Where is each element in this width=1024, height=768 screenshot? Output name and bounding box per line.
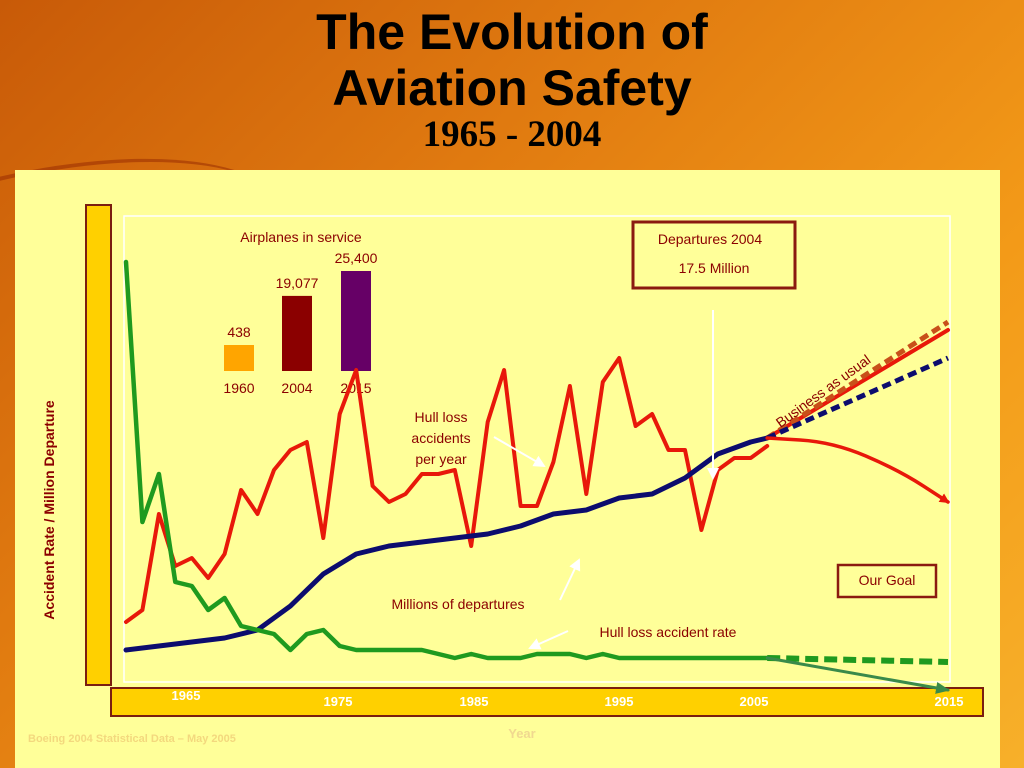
y-axis-label: Accident Rate / Million Departure [41,400,57,620]
inset-bar-2015 [341,271,371,371]
our-goal-label: Our Goal [859,572,916,588]
x-tick-label: 2015 [935,694,964,709]
series-line-hull-loss-accidents-per-year [124,356,770,624]
hull-loss-rate-pointer [528,630,569,650]
hull-loss-accidents-label-2: accidents [411,430,470,446]
departures-box [631,220,797,290]
our-goal-callout: Our Goal [836,563,938,599]
hull-loss-accident-rate-label: Hull loss accident rate [600,624,737,640]
x-tick-label: 2005 [740,694,769,709]
series-line-hull-loss-rate-goal [765,656,950,694]
slide-subtitle-years: 1965 - 2004 [422,114,602,155]
airplanes-in-service-inset: Airplanes in service 438 1960 19,077 2004 25… [223,229,377,396]
inset-bar-2004 [282,295,312,371]
inset-bar-value-label: 25,400 [335,250,378,266]
inset-bar-category-label: 1960 [223,380,254,396]
series-line-hull-loss-accident-rate [123,259,770,661]
series-line-business-as-usual-departures [766,355,950,441]
business-as-usual-label: Business as usual [773,351,874,430]
series-line-millions-of-departures [123,435,770,653]
departures-2004-callout: Departures 2004 17.5 Million [631,220,797,290]
inset-bar-value-label: 19,077 [276,275,319,291]
x-axis-bar [110,687,984,717]
millions-of-departures-pointer [559,558,581,601]
x-tick-label: 1975 [324,694,353,709]
our-goal-box [836,563,938,599]
hull-loss-accidents-label-3: per year [415,451,467,467]
x-tick-label: 1985 [460,694,489,709]
inset-bar-category-label: 2004 [281,380,312,396]
y-axis-bar [85,204,112,686]
departures-title: Departures 2004 [658,231,763,247]
x-tick-label: 1995 [605,694,634,709]
plot-frame [123,215,951,683]
source-footnote: Boeing 2004 Statistical Data – May 2005 [28,733,236,745]
x-tick-label: 1965 [172,688,201,703]
series-line-our-goal [765,436,950,504]
millions-of-departures-label: Millions of departures [391,596,524,612]
x-axis-label: Year [508,726,535,741]
series-line-business-as-usual [765,319,950,441]
series-line-hull-loss-rate-business-as-usual [767,655,949,665]
hull-loss-accidents-pointer [493,436,546,468]
series-group [123,259,950,694]
inset-title: Airplanes in service [240,229,362,245]
x-axis-tick-labels: 1965 1975 1985 1995 2005 2015 [172,688,964,709]
inset-bar-value-label: 438 [227,324,251,340]
hull-loss-accidents-label-1: Hull loss [415,409,468,425]
slide-title-line-2: Aviation Safety [332,60,692,116]
inset-bar-1960 [224,345,254,371]
slide-title-line-1: The Evolution of [316,4,708,60]
chart-panel [15,170,1000,768]
departures-value: 17.5 Million [679,260,750,276]
